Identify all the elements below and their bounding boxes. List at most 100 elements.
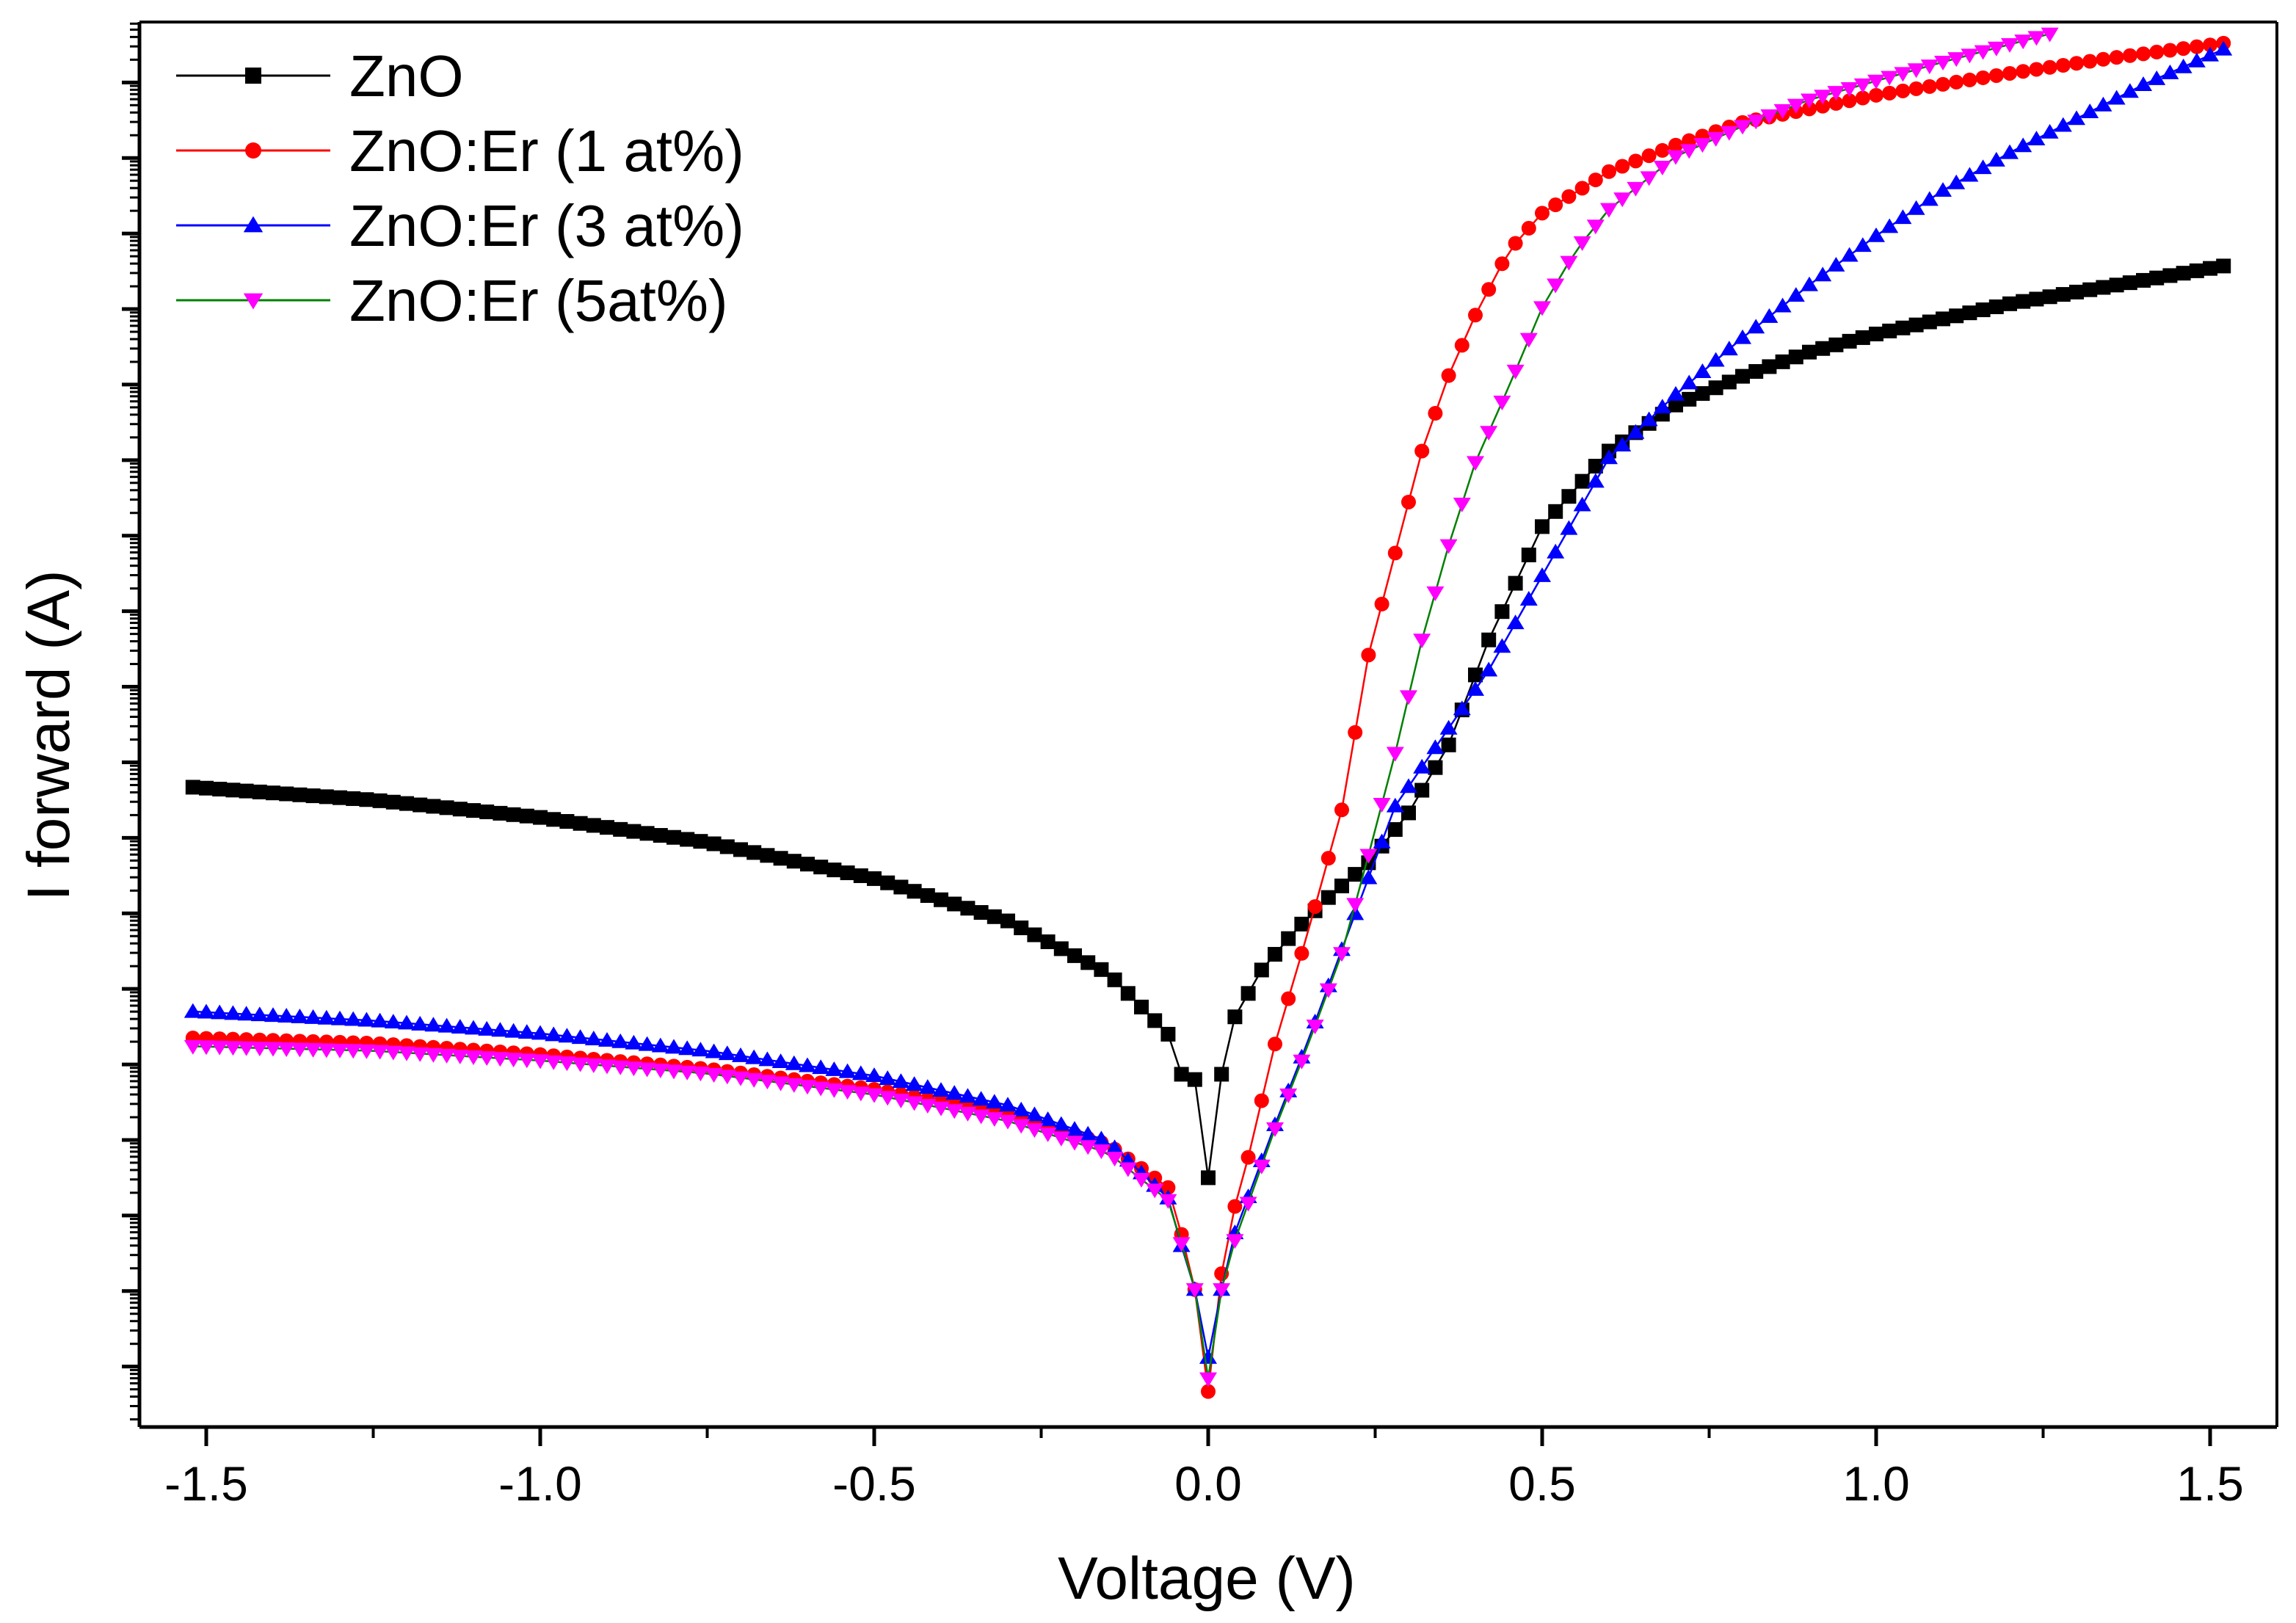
data-point xyxy=(1775,354,1790,369)
data-point xyxy=(2082,54,2098,69)
data-point xyxy=(1346,898,1365,913)
data-point xyxy=(853,868,868,883)
data-point xyxy=(1840,247,1859,262)
data-point xyxy=(1105,1152,1124,1167)
data-point xyxy=(691,1042,710,1057)
data-point xyxy=(879,1070,897,1086)
data-point xyxy=(1815,98,1831,114)
data-point xyxy=(1573,496,1591,512)
data-point xyxy=(398,1014,415,1030)
data-point xyxy=(291,1042,309,1058)
data-point xyxy=(1641,148,1657,164)
data-point xyxy=(2027,31,2046,46)
data-point xyxy=(1306,1020,1324,1034)
x-tick-label: -0.5 xyxy=(832,1456,916,1511)
data-point xyxy=(344,1044,363,1059)
data-point xyxy=(1708,380,1723,396)
data-point xyxy=(1441,737,1456,752)
data-point xyxy=(1640,411,1658,426)
data-point xyxy=(1988,299,2004,314)
data-point xyxy=(1907,63,1925,79)
data-point xyxy=(1454,338,1469,353)
data-point xyxy=(2041,123,2059,139)
data-point xyxy=(1067,948,1082,963)
data-point xyxy=(1975,302,1991,318)
data-point xyxy=(745,1072,763,1088)
data-point xyxy=(985,1112,1003,1128)
data-point xyxy=(237,1006,255,1021)
data-point xyxy=(1815,341,1831,356)
data-point xyxy=(478,1020,496,1036)
data-point xyxy=(1828,337,1844,352)
data-point xyxy=(1867,74,1885,90)
data-point xyxy=(1025,1106,1044,1122)
data-point xyxy=(1414,783,1430,798)
data-point xyxy=(2055,57,2071,73)
data-point xyxy=(1947,174,1966,189)
data-point xyxy=(2176,266,2191,281)
data-point xyxy=(651,1037,669,1053)
data-point xyxy=(1066,1121,1083,1136)
data-point xyxy=(1226,1234,1244,1249)
data-point xyxy=(1307,898,1323,914)
legend-marker xyxy=(245,142,261,159)
data-point xyxy=(786,854,802,869)
data-point xyxy=(1773,297,1792,313)
data-point xyxy=(466,803,481,818)
x-tick-label: -1.5 xyxy=(164,1456,248,1511)
data-point xyxy=(1987,41,2005,57)
data-point xyxy=(1627,181,1645,197)
data-point xyxy=(1120,986,1136,1001)
data-point xyxy=(1468,667,1483,683)
data-point xyxy=(465,1020,482,1035)
data-point xyxy=(1588,459,1603,474)
data-point xyxy=(2149,270,2165,286)
data-point xyxy=(934,892,948,907)
data-point xyxy=(2203,261,2217,276)
data-point xyxy=(344,1011,363,1026)
data-point xyxy=(385,794,401,810)
data-point xyxy=(1748,364,1764,380)
data-point xyxy=(1695,386,1710,402)
data-point xyxy=(1827,86,1845,101)
data-point xyxy=(693,834,708,849)
series-3 xyxy=(184,40,2233,1364)
data-point xyxy=(1949,74,1964,90)
data-point xyxy=(985,1094,1003,1109)
data-point xyxy=(865,1067,883,1083)
data-point xyxy=(1747,115,1765,130)
data-point xyxy=(2054,117,2072,132)
data-point xyxy=(1348,725,1363,740)
data-point xyxy=(451,1049,469,1064)
data-point xyxy=(571,1057,589,1072)
data-point xyxy=(506,807,521,822)
data-point xyxy=(1039,1111,1057,1126)
data-point xyxy=(760,848,775,863)
data-point xyxy=(639,826,655,841)
data-point xyxy=(451,1019,469,1034)
data-point xyxy=(666,829,681,845)
data-point xyxy=(719,839,735,854)
data-point xyxy=(2068,110,2085,126)
data-point xyxy=(947,896,962,912)
data-point xyxy=(1481,282,1497,297)
data-point xyxy=(1974,45,1992,60)
data-point xyxy=(1814,90,1832,105)
data-point xyxy=(1519,333,1538,348)
data-point xyxy=(1053,941,1069,956)
data-point xyxy=(1787,287,1805,302)
data-point xyxy=(1586,473,1605,488)
data-point xyxy=(1441,368,1456,383)
data-point xyxy=(2029,62,2044,77)
data-point xyxy=(1788,349,1803,365)
data-point xyxy=(651,1063,669,1078)
data-point xyxy=(1294,945,1309,961)
data-point xyxy=(1881,218,1899,233)
data-point xyxy=(1628,153,1643,169)
data-point xyxy=(1374,596,1389,611)
data-point xyxy=(1801,93,1818,109)
data-point xyxy=(758,1075,777,1090)
data-point xyxy=(1508,576,1523,591)
x-tick-label: 1.5 xyxy=(2176,1456,2244,1511)
data-point xyxy=(665,1039,683,1054)
